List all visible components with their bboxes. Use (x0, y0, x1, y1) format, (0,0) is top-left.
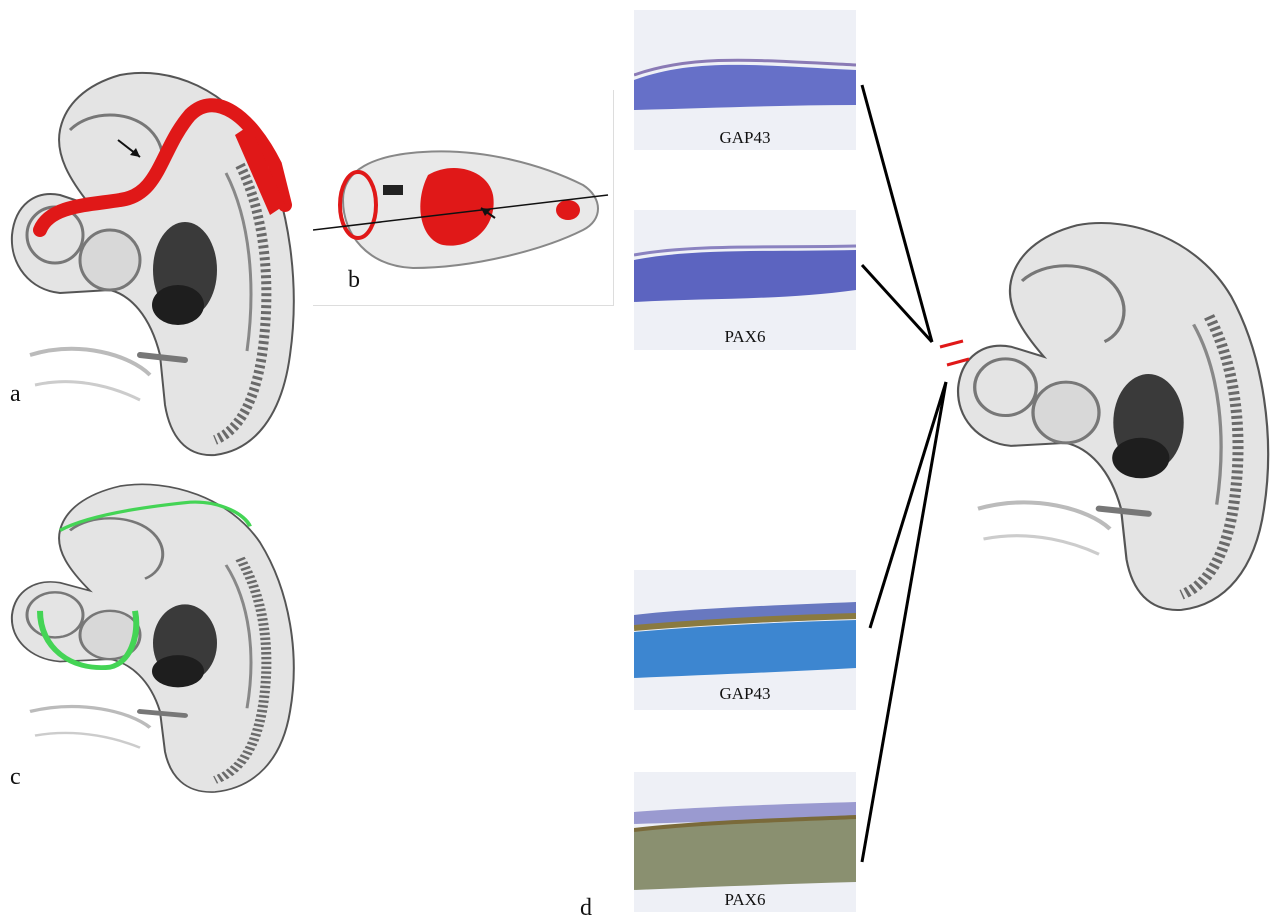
embryo-image-right (945, 205, 1275, 620)
embryo-image-a (0, 55, 300, 465)
panel-label-c: c (10, 764, 21, 790)
panel-label-a: a (10, 381, 21, 407)
section-markers (939, 339, 970, 367)
micrograph-label: GAP43 (719, 684, 771, 703)
micrograph-pax6-bottom (634, 772, 856, 912)
panel-label-b: b (348, 267, 360, 293)
micrograph-pax6-top (634, 210, 856, 350)
embryo-image-c (0, 470, 300, 800)
micrograph-label: GAP43 (719, 128, 771, 147)
embryo-section-b (313, 90, 614, 306)
micrograph-label: PAX6 (724, 890, 766, 909)
micrograph-label: PAX6 (724, 327, 766, 346)
panel-label-d: d (580, 895, 592, 921)
micrograph-gap43-bottom (634, 570, 856, 710)
micrograph-gap43-top (634, 10, 856, 150)
